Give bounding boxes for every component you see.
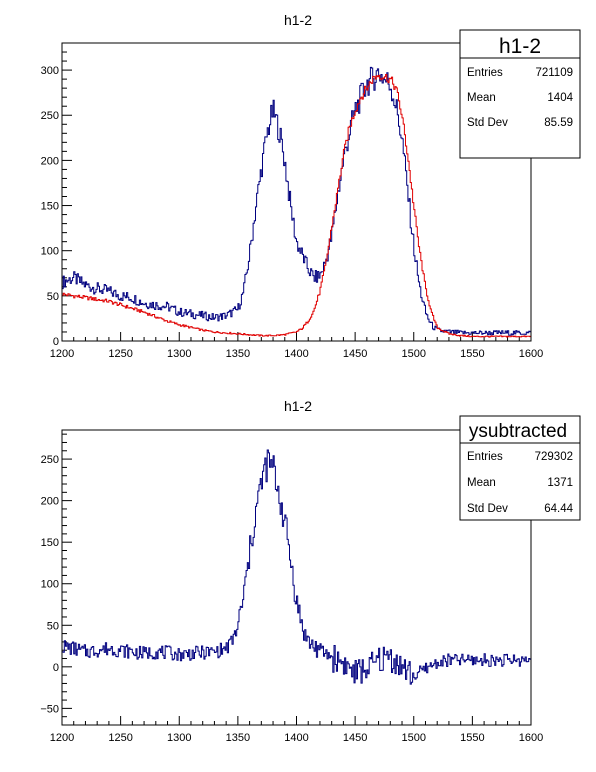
y-tick-label: 250 (41, 110, 59, 122)
x-tick-label: 1350 (226, 348, 250, 360)
top-stats-stddev-value: 85.59 (544, 117, 573, 129)
top-histogram-pad: h1-2 1200 1250 1300 1350 1400 1450 1500 1550 160… (41, 12, 580, 360)
y-tick-label: 100 (41, 246, 59, 258)
x-tick-label: 1250 (108, 348, 132, 360)
x-tick-label: 1400 (284, 732, 308, 744)
bottom-stats-mean-value: 1371 (547, 477, 573, 489)
x-tick-label: 1300 (167, 732, 191, 744)
y-tick-label: 150 (41, 537, 59, 549)
bottom-stats-box: ysubtracted Entries 729302 Mean 1371 Std… (460, 416, 580, 520)
y-tick-label: −50 (40, 703, 59, 715)
bottom-plot-title: h1-2 (284, 398, 312, 414)
bottom-stats-stddev-value: 64.44 (544, 503, 573, 515)
y-tick-label: 50 (47, 620, 59, 632)
top-stats-box: h1-2 Entries 721109 Mean 1404 Std Dev 85… (460, 30, 580, 158)
top-stats-title: h1-2 (499, 35, 541, 58)
top-stats-entries-value: 721109 (535, 67, 573, 79)
top-plot-title: h1-2 (284, 12, 312, 28)
x-tick-label: 1600 (519, 732, 543, 744)
x-tick-label: 1450 (343, 348, 367, 360)
y-tick-label: 50 (47, 291, 59, 303)
y-tick-label: 150 (41, 201, 59, 213)
x-tick-label: 1500 (402, 348, 426, 360)
x-tick-label: 1500 (402, 732, 426, 744)
bottom-stats-entries-label: Entries (467, 451, 503, 463)
x-tick-label: 1550 (460, 348, 484, 360)
x-tick-label: 1250 (108, 732, 132, 744)
y-tick-label: 250 (41, 454, 59, 466)
bottom-histogram-pad: h1-2 1200 1250 1300 1350 1400 1450 1500 1550 160… (40, 398, 580, 744)
x-tick-label: 1350 (226, 732, 250, 744)
bottom-stats-entries-value: 729302 (535, 451, 573, 463)
bottom-stats-stddev-label: Std Dev (467, 503, 508, 515)
top-stats-stddev-label: Std Dev (467, 117, 508, 129)
x-tick-label: 1550 (460, 732, 484, 744)
y-tick-label: 0 (53, 336, 59, 348)
y-tick-label: 300 (41, 65, 59, 77)
x-tick-label: 1400 (284, 348, 308, 360)
top-stats-mean-label: Mean (467, 92, 496, 104)
x-tick-label: 1200 (50, 732, 74, 744)
y-tick-label: 200 (41, 155, 59, 167)
x-tick-label: 1450 (343, 732, 367, 744)
bottom-stats-mean-label: Mean (467, 477, 496, 489)
y-tick-label: 100 (41, 579, 59, 591)
bottom-stats-title: ysubtracted (469, 421, 567, 442)
x-tick-label: 1300 (167, 348, 191, 360)
y-tick-label: 0 (53, 662, 59, 674)
top-stats-entries-label: Entries (467, 67, 503, 79)
x-tick-label: 1600 (519, 348, 543, 360)
top-stats-mean-value: 1404 (547, 92, 573, 104)
y-tick-label: 200 (41, 496, 59, 508)
x-tick-label: 1200 (50, 348, 74, 360)
